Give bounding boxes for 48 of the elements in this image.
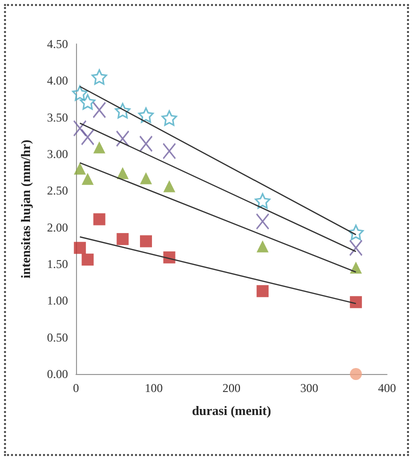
point <box>73 120 87 137</box>
point <box>348 224 364 240</box>
x-tick-label: 300 <box>300 381 318 395</box>
point <box>139 135 153 152</box>
point <box>162 110 178 126</box>
point <box>140 235 152 248</box>
point <box>93 141 106 154</box>
x-tick-label: 400 <box>378 381 396 395</box>
y-tick-label: 2.00 <box>47 220 68 234</box>
y-axis-title: intensitas hujan (mm/hr) <box>18 140 33 278</box>
point <box>140 172 152 184</box>
y-tick-label: 4.50 <box>47 37 68 51</box>
point <box>350 296 362 308</box>
point <box>256 213 270 230</box>
point <box>93 213 106 226</box>
y-tick-label: 1.50 <box>47 257 68 271</box>
x-axis-title: durasi (menit) <box>192 403 272 418</box>
y-tick-label: 0.00 <box>47 367 68 381</box>
point <box>80 94 96 110</box>
x-tick-label: 100 <box>144 381 163 395</box>
point <box>162 142 176 160</box>
y-tick-label: 3.50 <box>47 110 68 124</box>
point <box>80 128 94 146</box>
point <box>82 172 94 185</box>
y-tick-label: 2.50 <box>47 184 68 198</box>
point <box>116 167 129 180</box>
point <box>74 162 86 175</box>
x-tick-label: 0 <box>73 381 79 395</box>
x-tick-label: 200 <box>222 381 240 395</box>
y-tick-label: 4.00 <box>47 74 68 88</box>
point <box>72 85 88 101</box>
point <box>114 102 130 118</box>
point <box>92 69 108 85</box>
point <box>82 254 94 266</box>
point <box>254 193 270 209</box>
point <box>138 107 154 123</box>
y-tick-label: 3.00 <box>47 147 68 161</box>
point <box>74 242 86 254</box>
point <box>256 285 269 298</box>
point <box>256 240 269 252</box>
point <box>116 130 130 147</box>
point <box>350 368 362 380</box>
point <box>92 102 106 118</box>
point <box>349 240 363 256</box>
y-tick-label: 1.00 <box>47 294 68 308</box>
point <box>163 180 176 192</box>
point <box>116 233 129 246</box>
y-tick-label: 0.50 <box>47 330 68 344</box>
